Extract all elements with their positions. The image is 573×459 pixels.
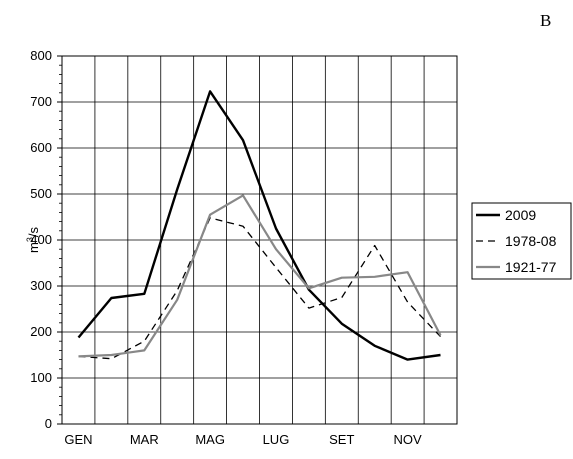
y-tick-label-6: 600 [30, 140, 52, 155]
series-lines [77, 90, 442, 361]
y-tick-label-4: 400 [30, 232, 52, 247]
y-tick-label-7: 700 [30, 94, 52, 109]
legend-label-1921-77: 1921-77 [505, 259, 557, 275]
legend-label-2009: 2009 [505, 207, 536, 223]
legend: 2009 1978-08 1921-77 [476, 207, 557, 275]
x-tick-label-6: LUG [263, 432, 290, 447]
y-tick-label-1: 100 [30, 370, 52, 385]
x-tick-label-10: NOV [394, 432, 423, 447]
x-tick-label-0: GEN [64, 432, 92, 447]
y-tick-label-0: 0 [45, 416, 52, 431]
x-tick-label-4: MAG [195, 432, 225, 447]
legend-label-1978-08: 1978-08 [505, 233, 557, 249]
series-line-1921-77 [78, 194, 442, 358]
y-tick-label-5: 500 [30, 186, 52, 201]
grid [62, 56, 457, 424]
x-axis: GEN MAR MAG LUG SET NOV [64, 432, 422, 447]
y-tick-label-8: 800 [30, 48, 52, 63]
y-axis-label: m3/s [25, 227, 41, 253]
y-tick-label-3: 300 [30, 278, 52, 293]
x-tick-label-2: MAR [130, 432, 159, 447]
y-axis: 0 100 200 300 400 500 600 700 800 [30, 48, 62, 431]
x-tick-label-8: SET [329, 432, 354, 447]
series-line-1978-08 [78, 217, 441, 360]
series-line-2009 [77, 90, 441, 361]
panel-letter: B [540, 11, 551, 30]
y-tick-label-2: 200 [30, 324, 52, 339]
